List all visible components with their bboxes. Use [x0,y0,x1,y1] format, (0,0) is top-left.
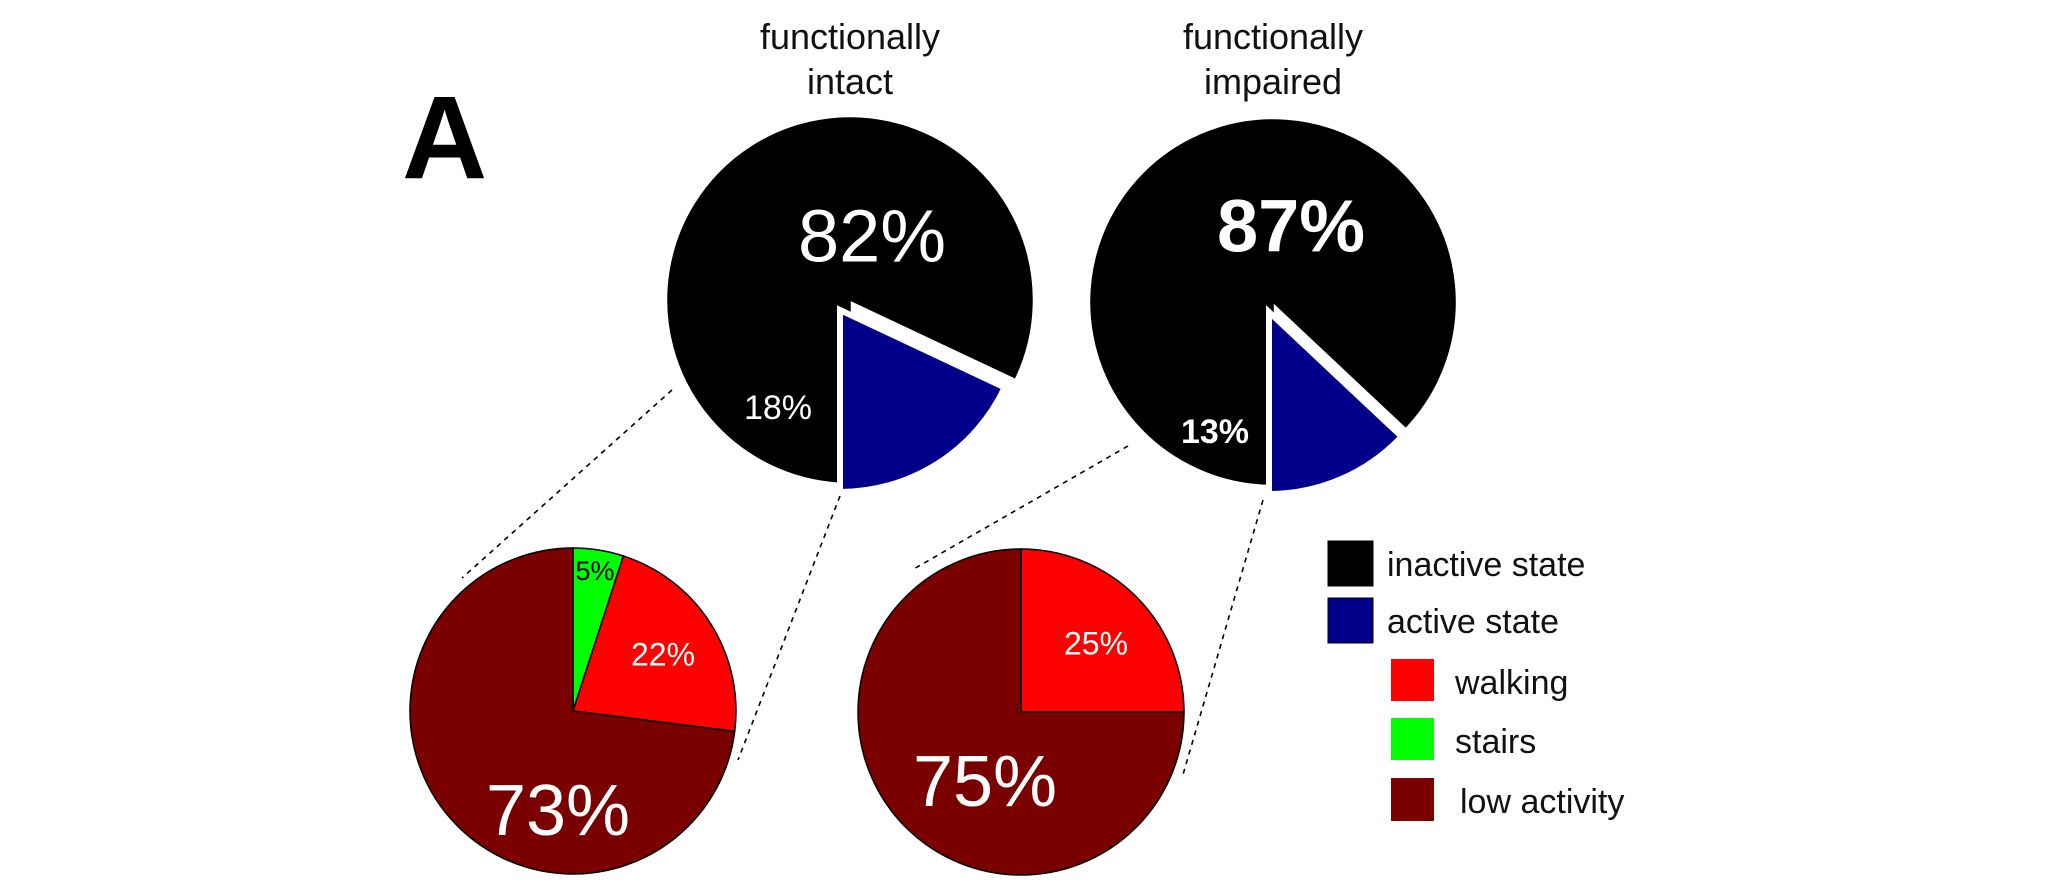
pie-1-slice-inactive-state [667,117,1033,483]
pie-3-slice-walking [572,555,737,733]
pie-2-label-inactive-state: 87% [1217,185,1365,268]
legend-swatch-inactive [1327,540,1374,587]
pie-chart-1: 82% 18% [667,117,1033,496]
connector-intact-left [461,389,673,579]
connector-impaired-left [911,445,1129,571]
legend-swatch-active [1327,597,1374,644]
pie-title-intact-line2: intact [807,61,893,102]
pie-3-slice-low-activity [409,547,736,875]
pie-chart-3: 5% 22% 73% [409,547,737,875]
legend-label-low-activity: low activity [1460,783,1624,821]
pie-1-label-active-state: 18% [744,389,812,427]
zoom-connectors [461,389,1264,779]
legend-label-stairs: stairs [1455,723,1536,761]
pie-2-label-active-state: 13% [1181,413,1249,451]
pie-4-label-walking: 25% [1064,625,1128,661]
legend-swatch-low-activity [1391,778,1434,821]
legend-swatch-stairs [1391,718,1434,760]
connector-impaired-right [1181,499,1264,779]
pie-chart-2: 87% 13% [1090,119,1456,498]
pie-chart-4: 25% 75% [857,548,1185,876]
pie-title-intact-line1: functionally [760,16,940,57]
legend-label-inactive: inactive state [1387,546,1585,584]
pie-charts: 82% 18% 87% 13% 5% 22% 73% 25% 75% [409,117,1456,876]
legend-label-walking: walking [1454,664,1568,702]
pie-1-slice-active-state [837,305,1009,496]
pie-3-label-stairs: 5% [575,556,614,586]
panel-label: A [402,72,487,204]
legend-swatch-walking [1391,659,1434,701]
pie-title-impaired-line2: impaired [1204,61,1342,102]
pie-4-slice-low-activity [857,548,1185,876]
pie-3-label-low-activity: 73% [486,771,630,851]
pie-3-label-walking: 22% [631,636,695,672]
pie-title-impaired-line1: functionally [1183,16,1363,57]
connector-intact-right [737,495,841,761]
pie-4-slice-walking [1020,548,1185,713]
pie-1-label-inactive-state: 82% [798,195,946,278]
pie-4-label-low-activity: 75% [913,742,1057,822]
pie-2-slice-active-state [1266,305,1406,498]
legend-label-active: active state [1387,603,1559,641]
legend: inactive state active state walking stai… [1327,540,1624,821]
pie-2-slice-inactive-state [1090,119,1456,485]
